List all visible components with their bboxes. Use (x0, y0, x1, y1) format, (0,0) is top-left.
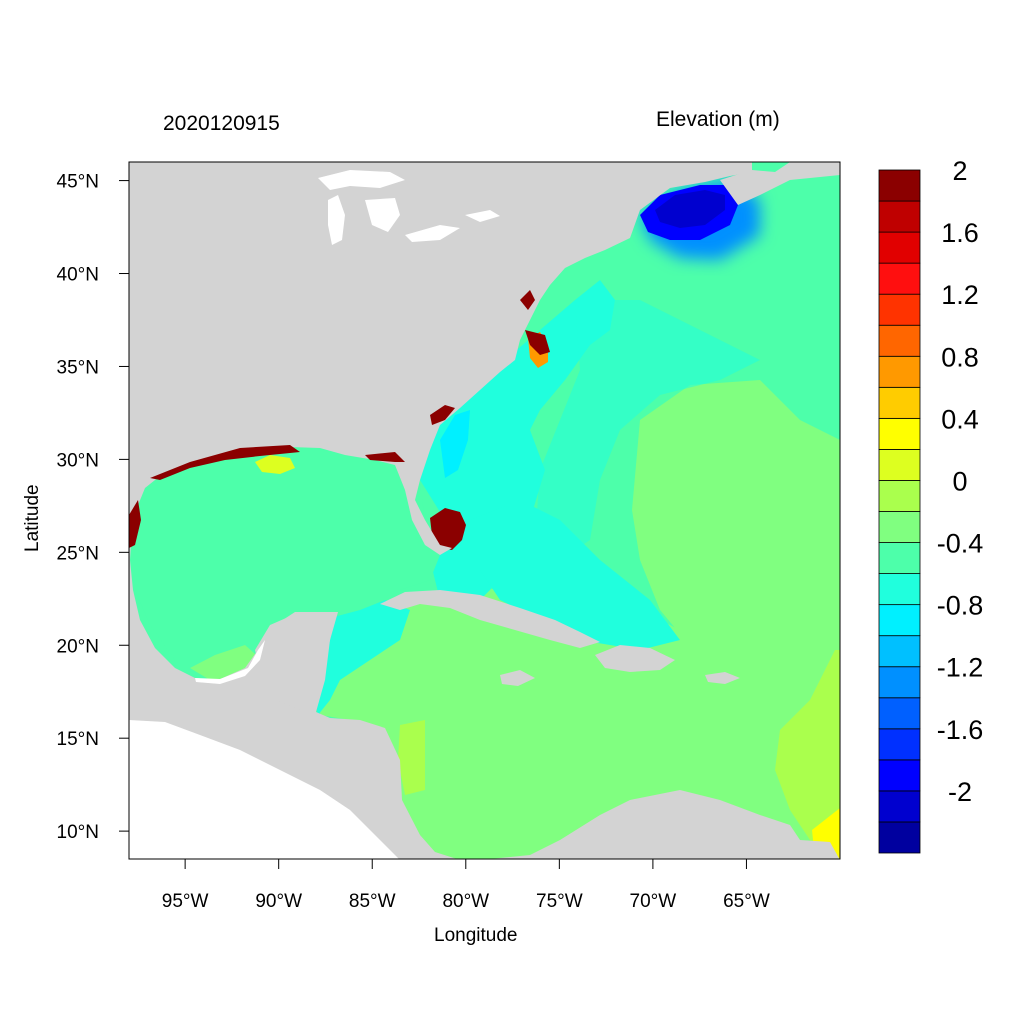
lake-superior (318, 170, 405, 190)
colorbar-label: 0 (952, 466, 967, 496)
colorbar-label: 1.6 (941, 218, 979, 248)
colorbar-swatch (878, 200, 921, 233)
colorbar-label: 1.2 (941, 280, 979, 310)
colorbar-swatch (878, 293, 921, 326)
colorbar-label: 0.8 (941, 342, 979, 372)
cuba (380, 590, 600, 648)
southeast-coast-surge (430, 405, 455, 425)
x-tick-label: 70°W (630, 891, 677, 912)
colorbar-swatch (878, 542, 921, 574)
x-tick-label: 65°W (723, 891, 770, 912)
y-tick-label: 25°N (57, 543, 99, 564)
colorbar-swatch (878, 759, 921, 792)
bahamas-shelf (470, 500, 680, 650)
atlantic-anomaly (632, 380, 840, 690)
colorbar: -2 -1.6 -1.2 -0.8 -0.4 0 0.4 0.8 1.2 1.6 2 (878, 156, 984, 854)
colorbar-swatch (878, 480, 921, 512)
y-tick-label: 10°N (57, 822, 99, 843)
colorbar-swatch (878, 697, 921, 730)
colorbar-swatch (878, 790, 921, 823)
georgia-bight (440, 410, 470, 478)
pacific-ocean (129, 720, 399, 859)
florida-panhandle-surge (365, 452, 405, 462)
coastal-surge-markers (129, 290, 550, 548)
north-carolina-surge (525, 330, 550, 355)
puerto-rico (705, 672, 740, 684)
colorbar-label: -0.4 (937, 529, 984, 559)
y-tick-label: 35°N (57, 357, 99, 378)
colorbar-swatch (878, 324, 921, 357)
x-tick-label: 80°W (442, 891, 489, 912)
y-tick-label: 40°N (57, 265, 99, 286)
gulf-of-maine-core (655, 190, 725, 228)
colorbar-swatch (878, 728, 921, 761)
date-title: 2020120915 (163, 112, 280, 135)
colorbar-label: 2 (952, 156, 967, 186)
x-tick-label: 75°W (536, 891, 583, 912)
colorbar-label: -2 (948, 777, 972, 807)
hispaniola (595, 645, 675, 672)
x-tick-label: 95°W (162, 891, 209, 912)
lake-erie (405, 225, 460, 242)
colorbar-swatch (878, 169, 921, 202)
east-coast-shelf (420, 280, 615, 610)
leeward-islands-anomaly (775, 650, 840, 859)
atlantic-shelf-band (535, 300, 760, 560)
south-florida-surge (430, 508, 466, 550)
colorbar-swatch (878, 573, 921, 606)
elevation-field (129, 180, 840, 859)
variable-title: Elevation (m) (656, 108, 780, 131)
y-tick-label: 45°N (57, 172, 99, 193)
y-tick-label: 15°N (57, 729, 99, 750)
plot-frame (128, 161, 841, 860)
colorbar-label: -1.6 (937, 715, 984, 745)
colorbar-swatch (878, 666, 921, 699)
virginia-coast-surge (520, 290, 535, 310)
colorbar-swatch (878, 262, 921, 295)
colorbar-swatch (878, 821, 921, 854)
colorbar-label: -0.8 (937, 591, 984, 621)
great-lakes (129, 170, 500, 859)
colorbar-swatch (878, 449, 921, 481)
colorbar-swatch (878, 511, 921, 543)
colorbar-swatch (878, 386, 921, 419)
colorbar-swatch (878, 417, 921, 450)
x-axis-title: Longitude (434, 925, 518, 946)
colorbar-label: -1.2 (937, 653, 984, 683)
lake-michigan (328, 195, 345, 245)
x-tick-label: 85°W (349, 891, 396, 912)
x-tick-label: 90°W (255, 891, 302, 912)
texas-coast-surge (129, 500, 141, 548)
central-america-anomaly (398, 720, 425, 795)
colorbar-label: 0.4 (941, 404, 979, 434)
louisiana-coast-surge (150, 445, 300, 480)
colorbar-swatch (878, 635, 921, 668)
lake-ontario (465, 210, 500, 222)
colorbar-swatch (878, 604, 921, 637)
lake-huron (365, 198, 400, 232)
yucatan-peninsula (255, 612, 335, 710)
y-tick-label: 20°N (57, 636, 99, 657)
colorbar-swatch (878, 355, 921, 388)
jamaica (500, 670, 535, 686)
gulf-of-mexico (129, 448, 440, 720)
nova-scotia (720, 162, 840, 205)
land (129, 162, 840, 859)
colorbar-swatch (878, 231, 921, 264)
louisiana-coast-high (255, 455, 295, 474)
yucatan-channel (312, 600, 410, 715)
map-panel (129, 162, 840, 859)
x-axis-ticks: 95°W 90°W 85°W 80°W 75°W 70°W 65°W (162, 859, 770, 912)
south-america-coast (490, 790, 840, 859)
gulf-of-mexico-shore-white (195, 640, 265, 684)
y-axis-ticks: 45°N 40°N 35°N 30°N 25°N 20°N 15°N 10°N (57, 172, 129, 843)
y-tick-label: 30°N (57, 450, 99, 471)
